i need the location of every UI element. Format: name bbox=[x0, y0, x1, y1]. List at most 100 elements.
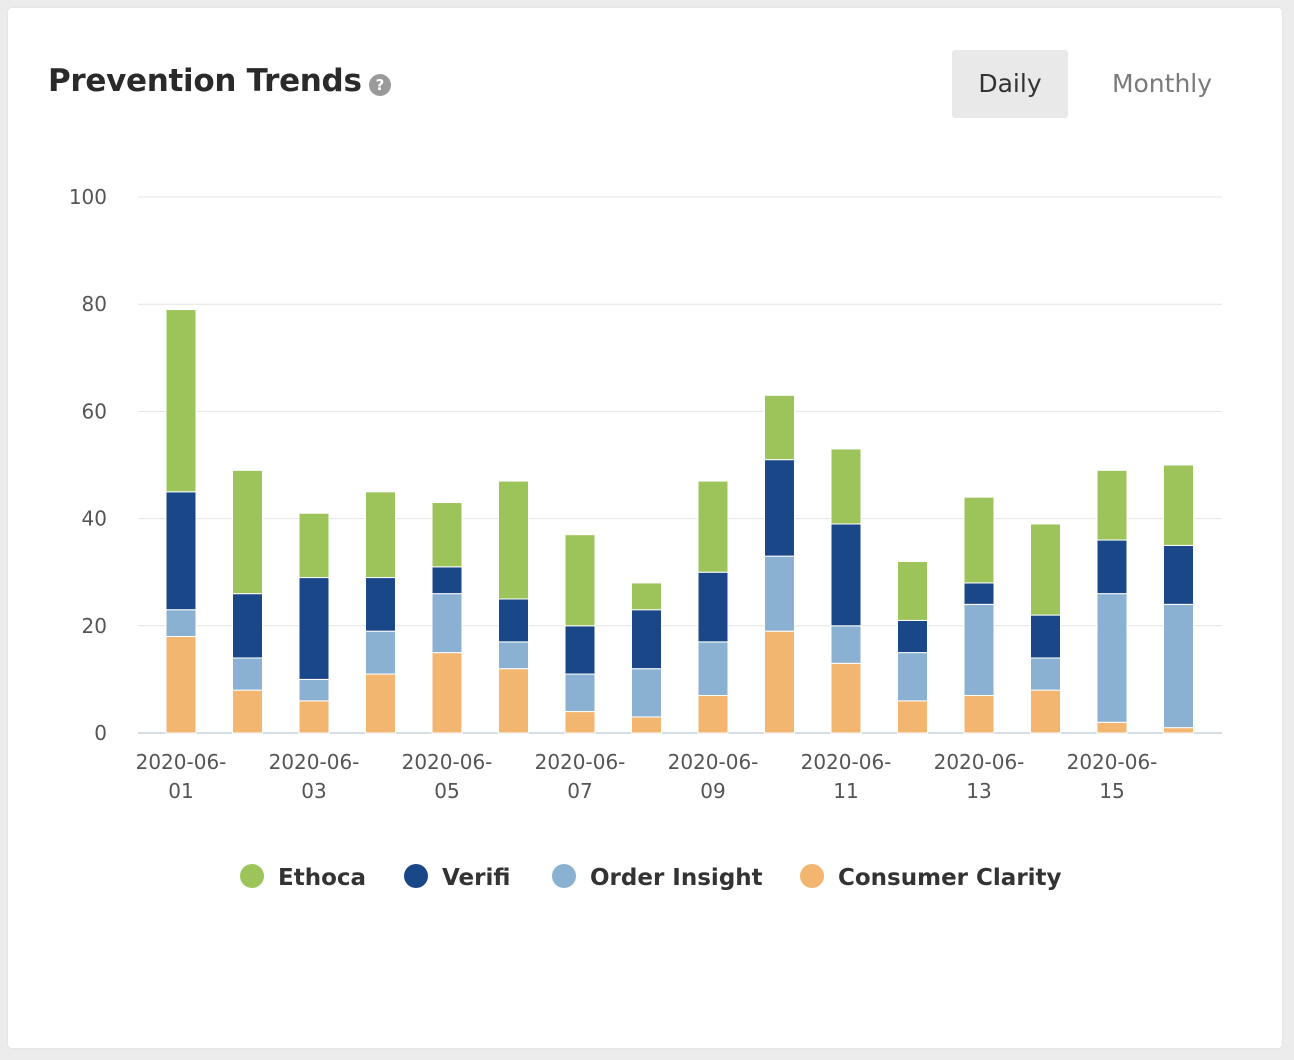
bar-segment-verifi bbox=[764, 459, 795, 557]
bar-segment-order-insight bbox=[365, 630, 396, 675]
x-tick-label: 2020-06- bbox=[1067, 750, 1158, 774]
bar-segment-order-insight bbox=[498, 641, 529, 670]
bar-segment-ethoca bbox=[232, 469, 263, 595]
bar-segment-ethoca bbox=[431, 502, 463, 568]
bar-segment-ethoca bbox=[897, 560, 928, 621]
bar-segment-order-insight bbox=[1096, 593, 1128, 723]
y-tick-label: 20 bbox=[82, 614, 107, 638]
bar-segment-order-insight bbox=[963, 603, 995, 696]
bar-segment-verifi bbox=[165, 491, 197, 611]
x-tick-label: 15 bbox=[1099, 779, 1124, 803]
bar-segment-order-insight bbox=[232, 657, 263, 691]
bar-segment-verifi bbox=[830, 523, 862, 627]
bar-segment-ethoca bbox=[631, 582, 662, 611]
x-tick-label: 2020-06- bbox=[402, 750, 493, 774]
x-tick-label: 2020-06- bbox=[668, 750, 759, 774]
bar-segment-consumer-clarity bbox=[830, 662, 862, 734]
x-tick-label: 13 bbox=[966, 779, 991, 803]
bar-segment-consumer-clarity bbox=[1096, 721, 1128, 734]
bar-segment-verifi bbox=[631, 609, 662, 670]
bar-segment-order-insight bbox=[564, 673, 596, 713]
bar-segment-order-insight bbox=[830, 625, 862, 664]
prevention-trends-card: Prevention Trends ? Daily Monthly 0 20 40 6… bbox=[8, 8, 1282, 1048]
bar-segment-consumer-clarity bbox=[564, 711, 596, 734]
x-tick-label: 03 bbox=[301, 779, 326, 803]
bar-segment-consumer-clarity bbox=[165, 636, 197, 734]
bar-segment-verifi bbox=[498, 598, 529, 643]
x-tick-label: 2020-06- bbox=[136, 750, 227, 774]
monthly-toggle-button[interactable]: Monthly bbox=[1111, 69, 1213, 98]
bar-segment-consumer-clarity bbox=[697, 694, 729, 734]
bar-segment-verifi bbox=[564, 625, 596, 675]
bar-segment-verifi bbox=[431, 566, 463, 595]
bar-segment-consumer-clarity bbox=[764, 630, 795, 734]
bar-segment-verifi bbox=[963, 582, 995, 605]
bar-segment-ethoca bbox=[963, 496, 995, 584]
bar-segment-verifi bbox=[1096, 539, 1128, 595]
legend-label-verifi: Verifi bbox=[442, 865, 510, 891]
bar-segment-order-insight bbox=[1030, 657, 1061, 691]
y-tick-label: 100 bbox=[69, 185, 107, 209]
bar-segment-order-insight bbox=[165, 609, 197, 638]
bar-segment-consumer-clarity bbox=[365, 673, 396, 734]
legend-label-order-insight: Order Insight bbox=[590, 865, 763, 891]
x-tick-label: 2020-06- bbox=[269, 750, 360, 774]
x-tick-label: 2020-06- bbox=[801, 750, 892, 774]
bar-segment-consumer-clarity bbox=[298, 700, 330, 734]
bar-segment-order-insight bbox=[298, 678, 330, 702]
bar-segment-verifi bbox=[232, 593, 263, 659]
bar-segment-order-insight bbox=[1163, 603, 1194, 729]
x-tick-label: 2020-06- bbox=[535, 750, 626, 774]
bar-segment-ethoca bbox=[165, 309, 197, 493]
page-title: Prevention Trends bbox=[48, 63, 362, 99]
bar-segment-consumer-clarity bbox=[631, 716, 662, 734]
legend-marker-consumer-clarity bbox=[800, 864, 824, 888]
y-tick-label: 0 bbox=[94, 721, 107, 745]
legend-label-ethoca: Ethoca bbox=[278, 865, 366, 891]
bar-segment-verifi bbox=[298, 577, 330, 680]
bar-segment-verifi bbox=[697, 571, 729, 643]
bar-segment-consumer-clarity bbox=[1163, 727, 1194, 734]
daily-toggle-button[interactable]: Daily bbox=[952, 50, 1068, 118]
bar-segment-ethoca bbox=[1030, 523, 1061, 616]
bar-segment-verifi bbox=[365, 577, 396, 632]
bar-segment-ethoca bbox=[298, 512, 330, 579]
x-tick-label: 07 bbox=[567, 779, 592, 803]
bar-segment-verifi bbox=[1030, 614, 1061, 659]
x-tick-label: 09 bbox=[700, 779, 725, 803]
legend-marker-ethoca bbox=[240, 864, 264, 888]
x-tick-label: 11 bbox=[833, 779, 858, 803]
bar-segment-verifi bbox=[1163, 544, 1194, 605]
y-tick-label: 40 bbox=[82, 507, 107, 531]
bar-segment-order-insight bbox=[631, 668, 662, 718]
bar-segment-consumer-clarity bbox=[232, 689, 263, 734]
bar-segment-ethoca bbox=[697, 480, 729, 573]
legend-label-consumer-clarity: Consumer Clarity bbox=[838, 865, 1062, 891]
bar-segment-order-insight bbox=[764, 555, 795, 632]
bar-segment-consumer-clarity bbox=[963, 694, 995, 734]
bar-segment-verifi bbox=[897, 619, 928, 654]
bar-segment-ethoca bbox=[1163, 464, 1194, 546]
bar-segment-ethoca bbox=[764, 394, 795, 461]
bar-segment-ethoca bbox=[1096, 469, 1128, 541]
bar-segment-consumer-clarity bbox=[431, 652, 463, 734]
y-tick-label: 80 bbox=[82, 292, 107, 316]
bar-segment-consumer-clarity bbox=[897, 700, 928, 734]
bar-segment-ethoca bbox=[365, 491, 396, 579]
legend-marker-verifi bbox=[404, 864, 428, 888]
x-tick-label: 01 bbox=[168, 779, 193, 803]
bar-segment-order-insight bbox=[897, 652, 928, 702]
prevention-trends-chart: 0 20 40 60 80 100 2020-06- 01 2020-06- 03 2020-06-… bbox=[69, 185, 1222, 891]
x-tick-label: 2020-06- bbox=[934, 750, 1025, 774]
bar-segment-ethoca bbox=[498, 480, 529, 600]
bar-segment-order-insight bbox=[697, 641, 729, 696]
bar-segment-ethoca bbox=[564, 534, 596, 627]
question-circle-icon[interactable]: ? bbox=[369, 74, 391, 96]
bar-segment-ethoca bbox=[830, 448, 862, 525]
bar-segment-order-insight bbox=[431, 593, 463, 654]
bar-segment-consumer-clarity bbox=[498, 668, 529, 734]
x-tick-label: 05 bbox=[434, 779, 459, 803]
legend-marker-order-insight bbox=[552, 864, 576, 888]
bar-segment-consumer-clarity bbox=[1030, 689, 1061, 734]
y-tick-label: 60 bbox=[82, 399, 107, 423]
